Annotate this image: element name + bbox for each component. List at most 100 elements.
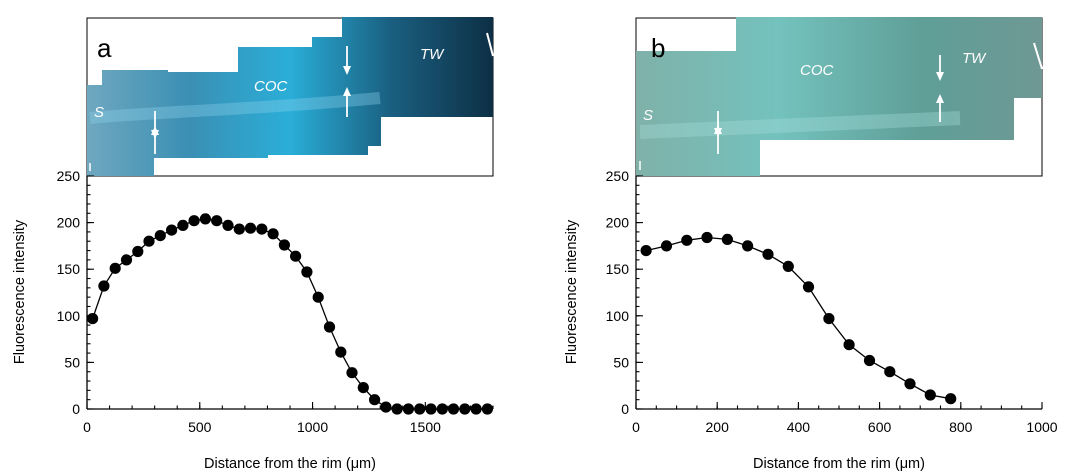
chart-a-y-tick-label: 150 [57,261,81,277]
chart-b-data-point [884,366,896,378]
chart-b-data-point [863,354,876,367]
chart-a-data-point [233,223,245,235]
chart-a-data-point [436,403,448,415]
chart-a-data-point [391,403,403,415]
chart-b-y-tick-label: 50 [613,354,629,370]
chart-b-x-tick-label: 800 [949,419,973,435]
micrograph-a-label-coc: COC [254,78,288,95]
chart-a-y-tick-label: 100 [57,308,81,324]
chart-a-data-point [335,346,347,358]
chart-b-series-line [645,236,951,400]
chart-b-ticks: 0 200 400 600 800 1000 0 50 100 150 200 250 [606,168,1058,435]
chart-a: 0 500 1000 1500 0 50 100 150 200 250 Distance fro… [12,168,494,471]
chart-a-data-point [211,215,223,227]
chart-a-data-point [346,367,358,379]
chart-a-data-point [301,266,313,278]
panel-label-b: b [651,33,665,63]
chart-b-data-point [945,393,957,405]
micrograph-b-label-s: S [643,107,653,124]
chart-a-data-point [177,219,189,231]
chart-b-y-tick-label: 100 [606,308,630,324]
micrograph-b-label-tw: TW [962,50,987,67]
chart-a-y-tick-label: 200 [57,215,81,231]
chart-a-data-point [120,254,133,266]
chart-a-data-point [143,235,155,247]
chart-a-data-point [132,245,144,258]
chart-a-line-path [91,218,488,410]
chart-b-data-point [742,240,754,252]
chart-b-data-point [681,234,693,246]
arrow-up-icon [151,126,159,154]
arrow-up-icon [714,125,722,154]
chart-a-data-point [323,321,336,333]
chart-a-data-point [199,213,211,225]
chart-b-line-path [645,236,951,400]
chart-a-y-tick-label: 0 [72,401,80,417]
chart-b-data-point [701,231,713,244]
chart-a-x-tick-label: 500 [188,419,212,435]
chart-a-data-point [425,403,437,415]
chart-a-data-point [244,222,257,234]
chart-a-ticks: 0 500 1000 1500 0 50 100 150 200 250 [57,168,494,435]
chart-b-data-point [762,248,774,260]
arrow-down-icon [343,46,351,75]
chart-a-series-line [91,218,488,410]
micrograph-a-label-s: S [94,104,104,121]
micrograph-a-rim-mark [486,32,494,57]
chart-a-x-axis-title: Distance from the rim (μm) [204,456,376,471]
chart-a-data-point [380,401,392,413]
chart-a-data-point [357,382,369,394]
chart-b-data-point [802,281,815,293]
chart-a-data-point [222,219,234,231]
micrograph-a: a S COC TW [86,17,494,177]
chart-b-data-point [843,339,855,351]
chart-a-data-point [447,403,460,415]
panel-a: a S COC TW 0 500 1000 1500 0 50 100 150 200 250 [12,17,494,471]
chart-a-data-point [481,403,493,415]
chart-b-data-point [924,389,936,401]
chart-b-data-point [721,233,734,245]
chart-a-y-tick-label: 250 [57,168,81,184]
chart-a-data-point [312,291,324,303]
chart-a-data-point [470,403,482,415]
chart-a-data-point [369,394,381,406]
panel-b: b S COC TW 0 200 400 600 800 1000 0 50 100 150 200… [564,17,1058,471]
chart-a-x-tick-label: 1500 [410,419,441,435]
chart-b-x-tick-label: 200 [706,419,730,435]
chart-b-y-tick-label: 200 [606,215,630,231]
chart-a-y-tick-label: 50 [64,354,80,370]
chart-a-data-point [414,403,426,415]
chart-b-x-tick-label: 0 [632,419,640,435]
chart-a-data-point [87,313,99,325]
chart-a-data-point [98,280,110,292]
chart-a-data-point [256,223,268,235]
chart-b-x-tick-label: 400 [787,419,811,435]
chart-b-data-point [640,245,652,257]
chart-a-data-point [267,228,279,240]
chart-a-data-point [166,224,178,236]
chart-a-x-tick-label: 0 [83,419,91,435]
micrograph-b: b S COC TW [635,17,1043,177]
micrograph-a-label-tw: TW [420,46,445,63]
chart-a-points [87,213,493,415]
micrograph-b-rim-mark [1033,42,1043,70]
chart-a-data-point [154,230,166,242]
panel-label-a: a [97,33,112,63]
chart-b: 0 200 400 600 800 1000 0 50 100 150 200 250 Distanc… [564,168,1058,471]
arrow-up-icon [936,94,944,122]
chart-a-data-point [402,403,414,415]
chart-a-data-point [459,403,471,415]
arrow-up-icon [343,87,351,117]
chart-b-x-tick-label: 600 [868,419,892,435]
micrograph-a-tissue [87,17,493,176]
chart-a-y-axis-title: Fluorescence intensity [12,219,28,364]
chart-b-y-axis-title: Fluorescence intensity [564,219,580,364]
chart-b-x-axis-title: Distance from the rim (μm) [753,456,925,471]
chart-a-x-tick-label: 1000 [297,419,328,435]
chart-b-y-tick-label: 250 [606,168,630,184]
chart-b-points [640,231,957,405]
chart-a-data-point [278,239,290,251]
chart-b-data-point [782,260,794,272]
chart-b-x-tick-label: 1000 [1026,419,1057,435]
chart-a-data-point [188,215,200,227]
